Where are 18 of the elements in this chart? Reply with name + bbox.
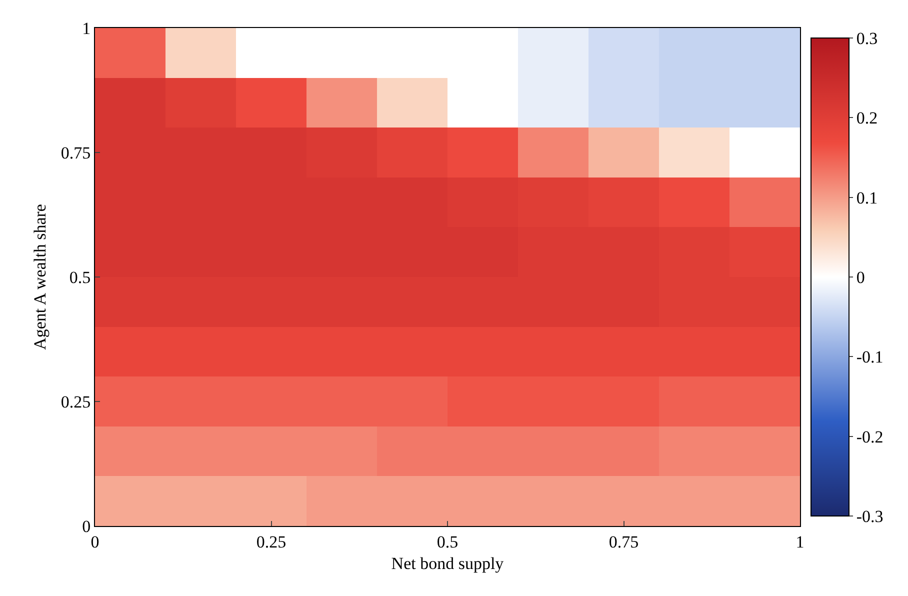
color-bar-label: -0.1: [856, 348, 884, 367]
y-tick-label: 0.75: [60, 143, 91, 162]
x-tick-label: 0.5: [436, 532, 458, 552]
y-tick-label: 0.25: [60, 392, 91, 412]
color-bar-label: 0: [856, 268, 865, 287]
y-tick-label: 1: [82, 18, 91, 38]
color-bar-label: -0.2: [856, 427, 884, 446]
x-tick-label: 0.75: [608, 532, 639, 552]
color-bar-label: -0.3: [856, 506, 884, 526]
x-tick-label: 1: [796, 532, 804, 552]
y-tick-label: 0.5: [69, 268, 91, 287]
x-tick-label: 0.25: [256, 532, 286, 552]
color-bar-label: 0.1: [856, 188, 878, 208]
x-axis-title: Net bond supply: [391, 554, 504, 573]
y-axis-title: Agent A wealth share: [30, 204, 50, 350]
color-bar-label: 0.3: [856, 28, 878, 48]
y-tick-label: 0: [82, 516, 91, 536]
color-bar-label: 0.2: [856, 108, 878, 128]
